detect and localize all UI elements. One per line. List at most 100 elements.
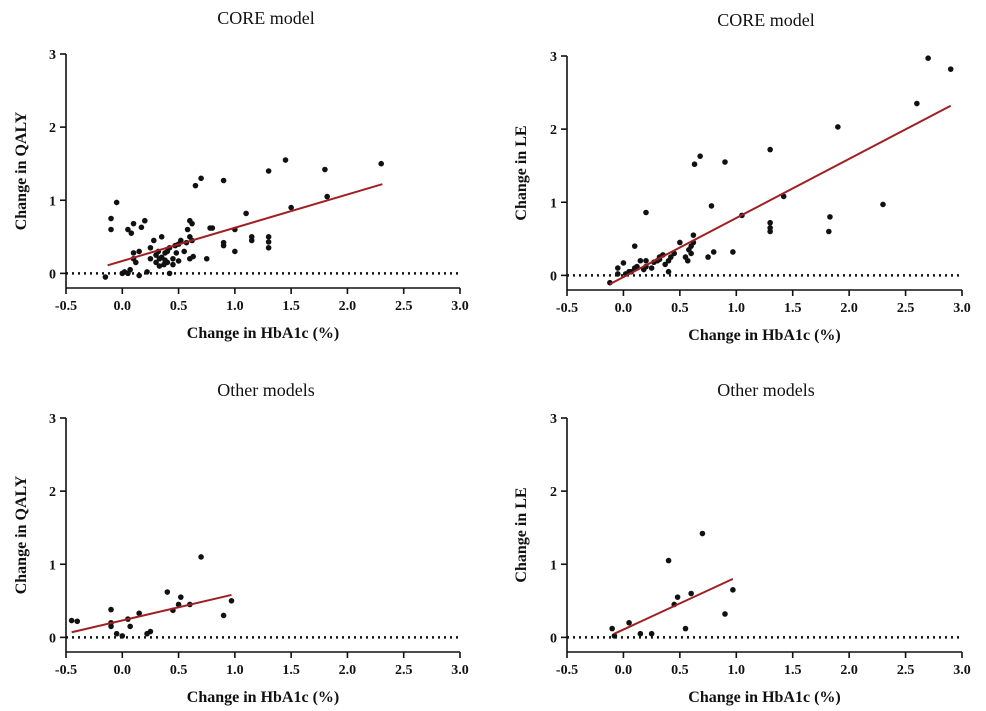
data-point — [322, 166, 328, 173]
data-point — [198, 175, 204, 182]
data-point — [826, 228, 832, 235]
data-point — [175, 258, 182, 264]
data-point — [151, 237, 157, 244]
data-point — [130, 220, 137, 227]
data-point — [127, 266, 133, 273]
data-point — [710, 249, 717, 255]
y-tick-label: 2 — [49, 485, 56, 500]
y-tick-label: 1 — [49, 558, 56, 573]
data-point — [136, 610, 142, 617]
data-point — [637, 630, 644, 637]
y-tick-label: 1 — [550, 196, 557, 211]
data-point — [722, 159, 728, 165]
data-point — [690, 232, 697, 238]
data-point — [665, 268, 672, 275]
panel-title: CORE model — [217, 8, 315, 28]
data-point — [113, 199, 120, 206]
data-point — [925, 55, 931, 61]
data-point — [136, 248, 142, 255]
data-point — [192, 182, 199, 189]
data-point — [220, 612, 227, 619]
fit-line — [613, 577, 734, 635]
x-tick-label: -0.5 — [55, 663, 77, 678]
data-point — [220, 177, 227, 184]
scatter-panel-2: CORE model -0.5 0.0 0.5 1.0 1.5 2.0 2.5 3.0 0 1 2 3 C… — [513, 10, 971, 344]
data-point — [662, 261, 668, 268]
data-point — [648, 630, 655, 637]
y-axis-title: Change in QALY — [13, 111, 30, 230]
fit-line — [107, 183, 383, 267]
data-point — [248, 234, 255, 240]
x-tick-label: 0.0 — [114, 299, 132, 314]
y-tick-label: 0 — [550, 631, 557, 646]
data-point — [164, 589, 171, 595]
data-point — [620, 260, 627, 266]
data-point — [220, 239, 227, 246]
y-tick-label: 1 — [550, 558, 557, 573]
data-point — [113, 630, 120, 637]
data-point — [181, 248, 187, 255]
data-point — [132, 259, 139, 266]
data-point — [730, 249, 736, 255]
x-tick-label: 2.5 — [897, 301, 915, 316]
panel-title: CORE model — [717, 10, 815, 30]
x-tick-label: -0.5 — [556, 301, 578, 316]
data-point — [614, 271, 621, 277]
data-point — [153, 259, 159, 266]
x-tick-label: 3.0 — [953, 301, 971, 316]
data-point — [190, 253, 197, 260]
x-tick-label: 2.0 — [339, 299, 357, 314]
data-point — [626, 619, 632, 626]
data-point — [173, 250, 180, 256]
data-point — [243, 210, 249, 217]
x-tick-label: 2.0 — [840, 301, 858, 316]
data-point — [108, 226, 114, 233]
x-tick-label: 0.5 — [170, 299, 188, 314]
scatter-panel-3: Other models -0.5 0.0 0.5 1.0 1.5 2.0 2.5 3.0 0 1 2… — [13, 380, 469, 706]
data-point — [668, 254, 674, 260]
data-point — [164, 259, 171, 266]
x-tick-label: 2.0 — [840, 663, 858, 678]
x-tick-label: 2.0 — [339, 663, 357, 678]
data-point — [170, 255, 176, 262]
data-point — [74, 618, 81, 625]
x-tick-label: 0.5 — [671, 663, 689, 678]
x-tick-label: 0.0 — [615, 301, 633, 316]
data-point — [158, 234, 165, 240]
x-tick-label: 2.5 — [897, 663, 915, 678]
y-axis-title: Change in LE — [513, 487, 530, 582]
data-point — [682, 625, 689, 632]
data-point — [130, 250, 137, 256]
y-tick-label: 2 — [550, 485, 557, 500]
data-point — [947, 66, 954, 72]
fit-line — [609, 104, 952, 286]
data-point — [691, 161, 698, 168]
x-tick-label: -0.5 — [55, 299, 77, 314]
x-tick-label: 1.5 — [282, 299, 300, 314]
y-tick-label: 3 — [49, 48, 56, 63]
data-point — [722, 611, 728, 617]
x-tick-label: 3.0 — [451, 663, 469, 678]
data-point — [637, 257, 644, 264]
x-tick-label: -0.5 — [556, 663, 578, 678]
data-point — [688, 590, 694, 597]
x-tick-label: 1.0 — [728, 663, 746, 678]
y-tick-label: 3 — [550, 50, 557, 65]
data-point — [827, 214, 833, 220]
x-tick-label: 1.5 — [784, 663, 802, 678]
data-point — [767, 146, 773, 153]
data-point — [203, 255, 210, 262]
x-axis-title: Change in HbA1c (%) — [688, 689, 840, 706]
scatter-panel-4: Other models -0.5 0.0 0.5 1.0 1.5 2.0 2.5 3.0 0 1 2… — [513, 380, 971, 706]
y-tick-label: 0 — [49, 631, 56, 646]
x-tick-label: 1.5 — [784, 301, 802, 316]
data-point — [138, 224, 145, 231]
x-axis-title: Change in HbA1c (%) — [688, 327, 840, 344]
x-tick-label: 3.0 — [451, 299, 469, 314]
data-point — [125, 226, 131, 233]
data-point — [611, 633, 618, 639]
data-point — [688, 250, 694, 257]
y-tick-label: 1 — [49, 194, 56, 209]
x-tick-label: 1.0 — [226, 663, 244, 678]
